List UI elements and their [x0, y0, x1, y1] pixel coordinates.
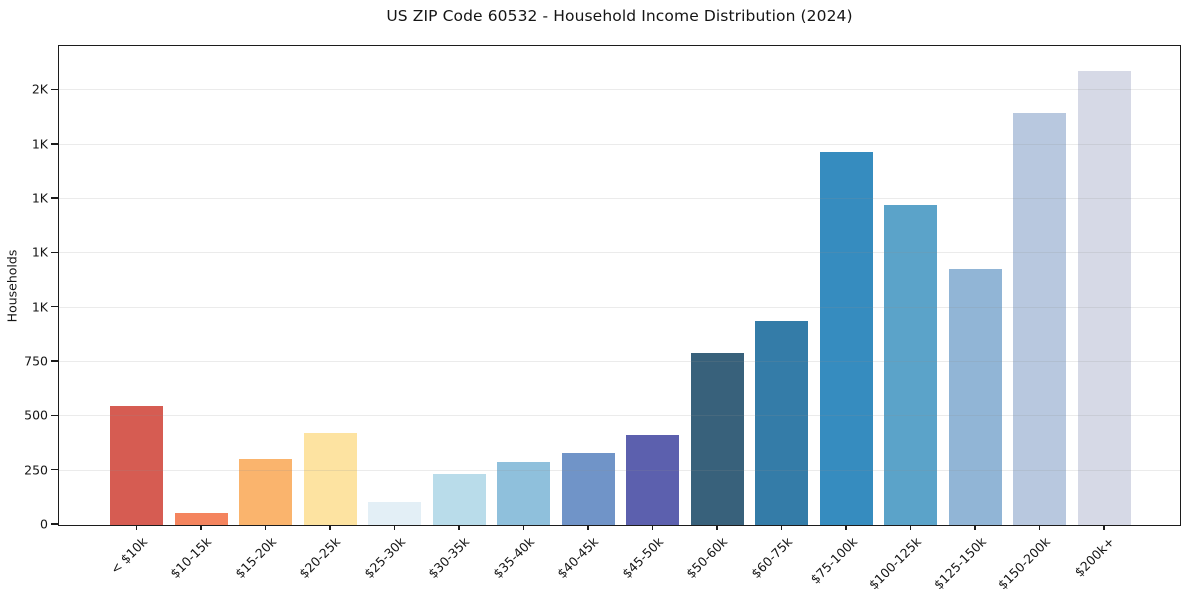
x-tick-label: $125-150k: [930, 534, 989, 592]
y-axis-tick: [50, 197, 58, 199]
y-tick-label: 750: [24, 353, 48, 369]
bar: [1077, 70, 1131, 525]
gridline: [59, 252, 1180, 254]
y-tick-label: 1K: [31, 190, 48, 206]
y-tick-label: 250: [24, 462, 48, 478]
x-tick-label: < $10k: [107, 534, 151, 577]
bar: [1013, 113, 1066, 525]
x-axis-tick: [1038, 525, 1041, 530]
x-tick-label: $25-30k: [361, 534, 409, 582]
y-tick-label: 2K: [31, 81, 48, 97]
x-axis-tick: [587, 525, 589, 530]
gridline: [59, 361, 1180, 363]
x-tick-label: $45-50k: [619, 534, 667, 582]
y-axis-tick: [50, 143, 58, 145]
bar: [626, 434, 679, 525]
x-tick-label: $15-20k: [232, 534, 280, 582]
x-tick-label: $35-40k: [490, 534, 538, 582]
gridline: [59, 306, 1180, 308]
bar: [755, 320, 808, 525]
gridline: [59, 469, 1180, 471]
x-axis-tick: [909, 525, 912, 530]
x-axis-tick: [393, 525, 396, 530]
x-axis-tick: [264, 525, 267, 530]
plot-area: 0 250 500 750 1K 1K 1K 1K 2K < $10k $10-15k $15-20k…: [24, 45, 1181, 592]
y-tick-label: 500: [24, 407, 48, 423]
x-axis-tick: [329, 525, 331, 530]
y-axis-tick: [50, 88, 58, 91]
bar: [948, 268, 1002, 525]
y-axis-tick: [50, 414, 58, 417]
x-tick-label: $60-75k: [748, 534, 796, 582]
x-axis-tick: [716, 525, 718, 530]
gridline: [59, 89, 1180, 91]
bar: [368, 502, 421, 525]
x-axis-tick: [200, 525, 202, 530]
x-axis-tick: [845, 525, 847, 530]
bar: [432, 473, 486, 525]
chart-title: US ZIP Code 60532 - Household Income Dis…: [386, 7, 853, 25]
y-tick-label: 1K: [31, 136, 48, 152]
x-tick-label: $150-200k: [994, 534, 1054, 592]
y-axis-tick: [50, 305, 58, 308]
bar: [174, 513, 228, 525]
x-tick-label: $30-35k: [425, 534, 473, 582]
x-tick-label: $75-100k: [806, 534, 860, 587]
bar: [239, 458, 292, 525]
y-axis-tick: [50, 251, 58, 254]
gridline: [59, 415, 1180, 417]
y-tick-label: 1K: [31, 299, 48, 315]
y-axis-tick: [50, 468, 58, 471]
y-tick-label: 0: [40, 516, 48, 532]
gridline: [59, 143, 1180, 145]
x-axis-tick: [522, 525, 525, 530]
x-tick-label: $10-15k: [167, 534, 215, 582]
x-axis-tick: [974, 525, 976, 530]
x-axis-tick: [1103, 525, 1105, 530]
x-tick-label: $20-25k: [296, 534, 344, 582]
x-tick-label: $40-45k: [554, 534, 602, 582]
x-axis-tick: [780, 525, 783, 530]
y-tick-label: 1K: [31, 244, 48, 260]
y-axis-tick: [50, 360, 58, 362]
bar: [819, 152, 873, 525]
bar: [303, 432, 357, 525]
y-axis-tick: [50, 523, 58, 525]
x-axis-tick: [651, 525, 654, 530]
bar: [690, 353, 744, 525]
x-tick-label: $100-125k: [865, 534, 925, 592]
x-tick-label: $200k+: [1071, 534, 1118, 580]
y-axis-label: Households: [4, 249, 20, 323]
gridline: [59, 198, 1180, 200]
bar: [561, 453, 615, 525]
bar: [497, 462, 550, 525]
x-axis-tick: [458, 525, 460, 530]
bar: [110, 405, 163, 525]
x-axis-tick: [135, 525, 138, 530]
x-tick-label: $50-60k: [683, 534, 731, 582]
bar: [884, 204, 937, 525]
